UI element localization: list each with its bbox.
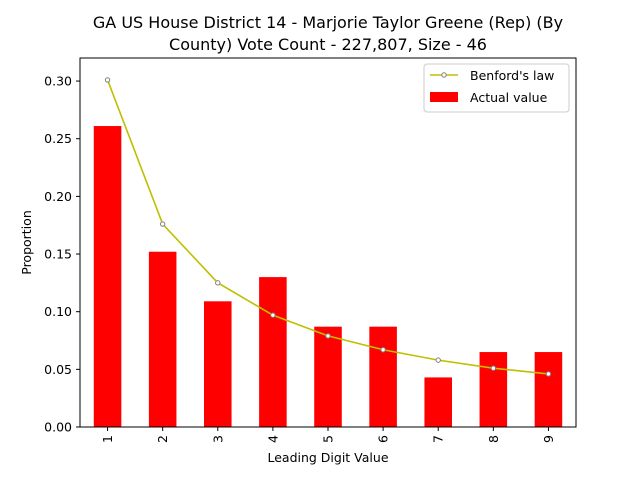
benford-point-digit-9	[545, 371, 552, 377]
y-axis-label: Proportion	[19, 210, 34, 275]
y-tick-label: 0.15	[44, 247, 72, 262]
bar-digit-1	[93, 126, 122, 428]
legend-bar-swatch	[430, 92, 458, 102]
bar-digit-7	[424, 377, 452, 427]
plot-frame	[79, 57, 577, 428]
benford-point-digit-2	[159, 221, 166, 227]
benford-point-digit-5	[325, 333, 331, 339]
x-tick-label: 1	[100, 435, 115, 443]
bar-digit-9	[534, 352, 563, 427]
y-axis: 0.00 0.05 0.10 0.15 0.20 0.25 0.30	[44, 74, 80, 435]
x-axis: 1 2 3 4 5 6 7 8 9	[100, 427, 556, 443]
x-axis-label: Leading Digit Value	[267, 450, 388, 465]
x-tick-label: 8	[486, 435, 501, 443]
legend-label-actual: Actual value	[470, 90, 548, 105]
y-tick-label: 0.05	[44, 362, 72, 377]
benford-point-digit-3	[215, 280, 221, 286]
x-tick-label: 4	[265, 435, 280, 443]
x-tick-label: 2	[155, 435, 170, 443]
y-tick-label: 0.30	[44, 74, 72, 89]
benford-point-digit-1	[104, 77, 111, 83]
chart-title-line-2: County) Vote Count - 227,807, Size - 46	[169, 35, 487, 54]
y-tick-label: 0.00	[44, 420, 72, 435]
benford-point-digit-8	[490, 365, 497, 371]
bar-digit-8	[479, 352, 508, 427]
x-tick-label: 3	[210, 435, 225, 443]
bar-digit-5	[314, 326, 342, 427]
bar-digit-3	[204, 301, 232, 427]
legend-box	[423, 63, 570, 113]
benford-point-digit-4	[270, 312, 276, 318]
x-tick-label: 7	[431, 435, 446, 443]
benford-line-layer	[104, 77, 552, 377]
legend: Benford's law Actual value	[423, 63, 570, 113]
legend-line-marker	[441, 72, 447, 78]
benford-point-digit-6	[380, 347, 386, 353]
bar-digit-4	[259, 277, 287, 427]
x-tick-label: 9	[541, 435, 556, 443]
benford-point-digit-7	[435, 357, 441, 363]
bars-layer	[93, 126, 563, 428]
x-tick-label: 5	[321, 435, 336, 443]
legend-label-benford: Benford's law	[470, 68, 554, 83]
x-tick-label: 6	[376, 435, 391, 443]
bar-digit-6	[369, 326, 397, 427]
y-tick-label: 0.25	[44, 131, 72, 146]
bar-digit-2	[148, 251, 177, 427]
y-tick-label: 0.10	[44, 304, 72, 319]
chart-title-line-1: GA US House District 14 - Marjorie Taylo…	[93, 13, 563, 32]
y-tick-label: 0.20	[44, 189, 72, 204]
